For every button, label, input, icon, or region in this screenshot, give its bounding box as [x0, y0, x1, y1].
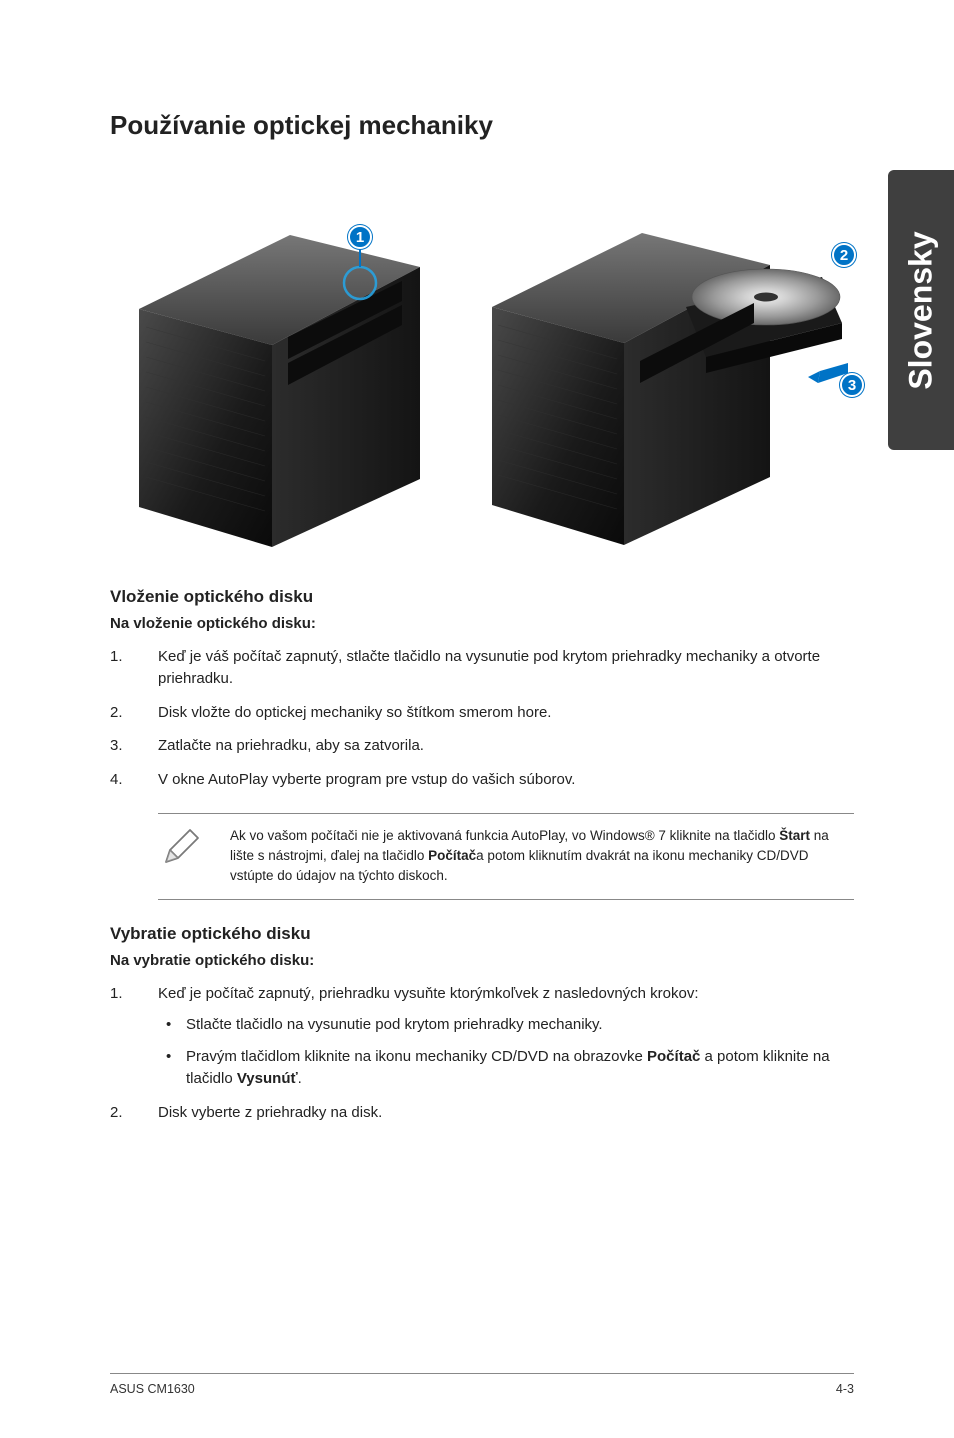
- insert-step: Keď je váš počítač zapnutý, stlačte tlač…: [110, 646, 854, 690]
- figure-row: 1: [110, 177, 854, 547]
- remove-substeps: Stlačte tlačidlo na vysunutie pod krytom…: [158, 1014, 854, 1089]
- figure-1: 1: [110, 177, 450, 547]
- footer-left: ASUS CM1630: [110, 1382, 195, 1396]
- note-bold-computer: Počítač: [428, 848, 476, 863]
- callout-3: 3: [840, 373, 864, 397]
- page-title: Používanie optickej mechaniky: [110, 110, 854, 141]
- callout-2-label: 2: [840, 247, 848, 264]
- callout-1-label: 1: [356, 229, 364, 246]
- tower-front-svg: [110, 177, 450, 547]
- remove-step-1: Keď je počítač zapnutý, priehradku vysuň…: [110, 983, 854, 1090]
- remove-sub: Na vybratie optického disku:: [110, 952, 854, 969]
- tower-tray-svg: [470, 177, 870, 547]
- remove-step-1-text: Keď je počítač zapnutý, priehradku vysuň…: [158, 985, 699, 1002]
- note-box: Ak vo vašom počítači nie je aktivovaná f…: [158, 813, 854, 900]
- callout-1: 1: [348, 225, 372, 249]
- insert-sub: Na vloženie optického disku:: [110, 615, 854, 632]
- insert-step: Disk vložte do optickej mechaniky so ští…: [110, 702, 854, 724]
- remove-bullet-1: Stlačte tlačidlo na vysunutie pod krytom…: [158, 1014, 854, 1036]
- insert-steps: Keď je váš počítač zapnutý, stlačte tlač…: [110, 646, 854, 791]
- remove-steps: Keď je počítač zapnutý, priehradku vysuň…: [110, 983, 854, 1124]
- page-content: Používanie optickej mechaniky: [0, 0, 954, 1183]
- remove-step-2: Disk vyberte z priehradky na disk.: [110, 1102, 854, 1124]
- page-footer: ASUS CM1630 4-3: [110, 1373, 854, 1396]
- insert-heading: Vloženie optického disku: [110, 587, 854, 607]
- insert-step: Zatlačte na priehradku, aby sa zatvorila…: [110, 735, 854, 757]
- note-pre: Ak vo vašom počítači nie je aktivovaná f…: [230, 828, 779, 843]
- footer-right: 4-3: [836, 1382, 854, 1396]
- figure-2: 2 3: [470, 177, 870, 547]
- remove-heading: Vybratie optického disku: [110, 924, 854, 944]
- remove-b2-pre: Pravým tlačidlom kliknite na ikonu mecha…: [186, 1048, 647, 1065]
- note-text: Ak vo vašom počítači nie je aktivovaná f…: [230, 826, 854, 887]
- remove-bullet-2: Pravým tlačidlom kliknite na ikonu mecha…: [158, 1046, 854, 1090]
- remove-b2-post: .: [298, 1070, 302, 1087]
- remove-b2-bold1: Počítač: [647, 1048, 700, 1065]
- callout-3-label: 3: [848, 377, 856, 394]
- note-bold-start: Štart: [779, 828, 810, 843]
- remove-b2-bold2: Vysunúť: [237, 1070, 298, 1087]
- pencil-icon: [158, 826, 202, 870]
- callout-2: 2: [832, 243, 856, 267]
- insert-step: V okne AutoPlay vyberte program pre vstu…: [110, 769, 854, 791]
